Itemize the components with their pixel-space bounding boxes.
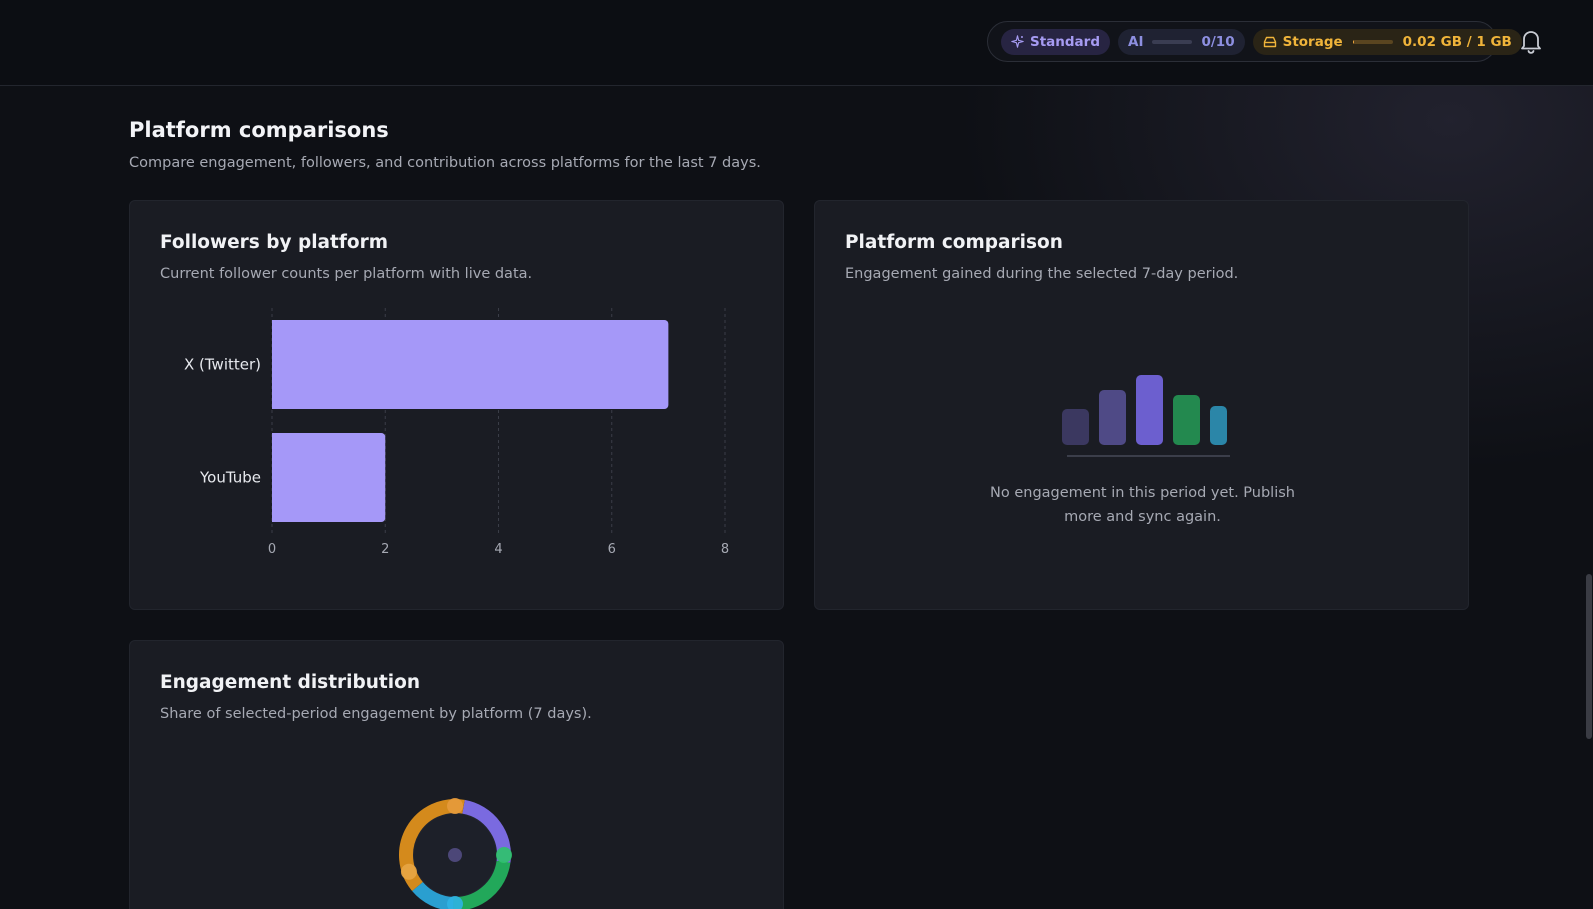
sparkle-icon: [1011, 35, 1024, 48]
donut-illustration: [399, 798, 512, 909]
followers-card-subtitle: Current follower counts per platform wit…: [160, 266, 533, 282]
scrollbar-thumb[interactable]: [1586, 574, 1592, 739]
donut-node: [447, 896, 463, 909]
empty-state-line-2: more and sync again.: [1064, 509, 1221, 525]
distribution-card: Engagement distribution Share of selecte…: [129, 640, 784, 909]
donut-center-dot: [448, 848, 462, 862]
placeholder-bar: [1136, 375, 1163, 445]
x-tick-label: 4: [494, 542, 502, 557]
bar: [272, 433, 386, 522]
x-tick-label: 0: [268, 542, 276, 557]
ai-label: AI: [1128, 33, 1144, 50]
category-label: X (Twitter): [184, 356, 261, 374]
bell-icon[interactable]: [1519, 28, 1543, 54]
storage-usage-chip[interactable]: Storage 0.02 GB / 1 GB: [1252, 28, 1522, 55]
distribution-card-subtitle: Share of selected-period engagement by p…: [160, 706, 592, 722]
followers-bar-chart: 0 2 4 6 8 X (Twitter) YouTube: [184, 308, 729, 557]
plan-badge[interactable]: Standard: [1001, 28, 1110, 55]
top-bar: Standard AI 0/10 Storage 0.02 GB / 1 GB: [0, 0, 1593, 86]
section-subtitle: Compare engagement, followers, and contr…: [129, 155, 761, 171]
usage-summary: Standard AI 0/10 Storage 0.02 GB / 1 GB: [987, 21, 1522, 62]
placeholder-bar: [1173, 395, 1200, 445]
donut-node: [496, 847, 512, 863]
donut-node: [400, 863, 417, 880]
empty-chart-illustration: [1062, 375, 1230, 457]
comparison-card-title: Platform comparison: [845, 232, 1063, 253]
ai-usage-meter: [1152, 39, 1193, 44]
placeholder-bar: [1062, 409, 1089, 445]
ai-usage-value: 0/10: [1201, 33, 1235, 50]
storage-drive-icon: [1263, 36, 1276, 47]
ai-usage-chip[interactable]: AI 0/10: [1118, 28, 1245, 55]
plan-label: Standard: [1030, 33, 1100, 50]
empty-state-message: No engagement in this period yet. Publis…: [965, 481, 1320, 529]
bar: [272, 320, 669, 409]
comparison-card-subtitle: Engagement gained during the selected 7-…: [845, 266, 1239, 282]
followers-card: Followers by platform Current follower c…: [129, 200, 784, 610]
storage-label: Storage: [1282, 33, 1343, 50]
storage-usage-meter: [1352, 39, 1393, 44]
placeholder-bar: [1210, 406, 1227, 445]
empty-state-line-1: No engagement in this period yet. Publis…: [990, 485, 1295, 501]
storage-usage-value: 0.02 GB / 1 GB: [1402, 33, 1512, 50]
donut-node: [447, 798, 463, 814]
comparison-card: Platform comparison Engagement gained du…: [814, 200, 1469, 610]
x-tick-label: 2: [381, 542, 389, 557]
section-title: Platform comparisons: [129, 118, 389, 142]
x-tick-label: 8: [721, 542, 729, 557]
placeholder-bar: [1099, 390, 1126, 445]
x-tick-label: 6: [608, 542, 616, 557]
category-label: YouTube: [199, 469, 261, 487]
followers-card-title: Followers by platform: [160, 232, 389, 253]
distribution-card-title: Engagement distribution: [160, 672, 420, 693]
page-scrollbar[interactable]: [1585, 86, 1593, 909]
